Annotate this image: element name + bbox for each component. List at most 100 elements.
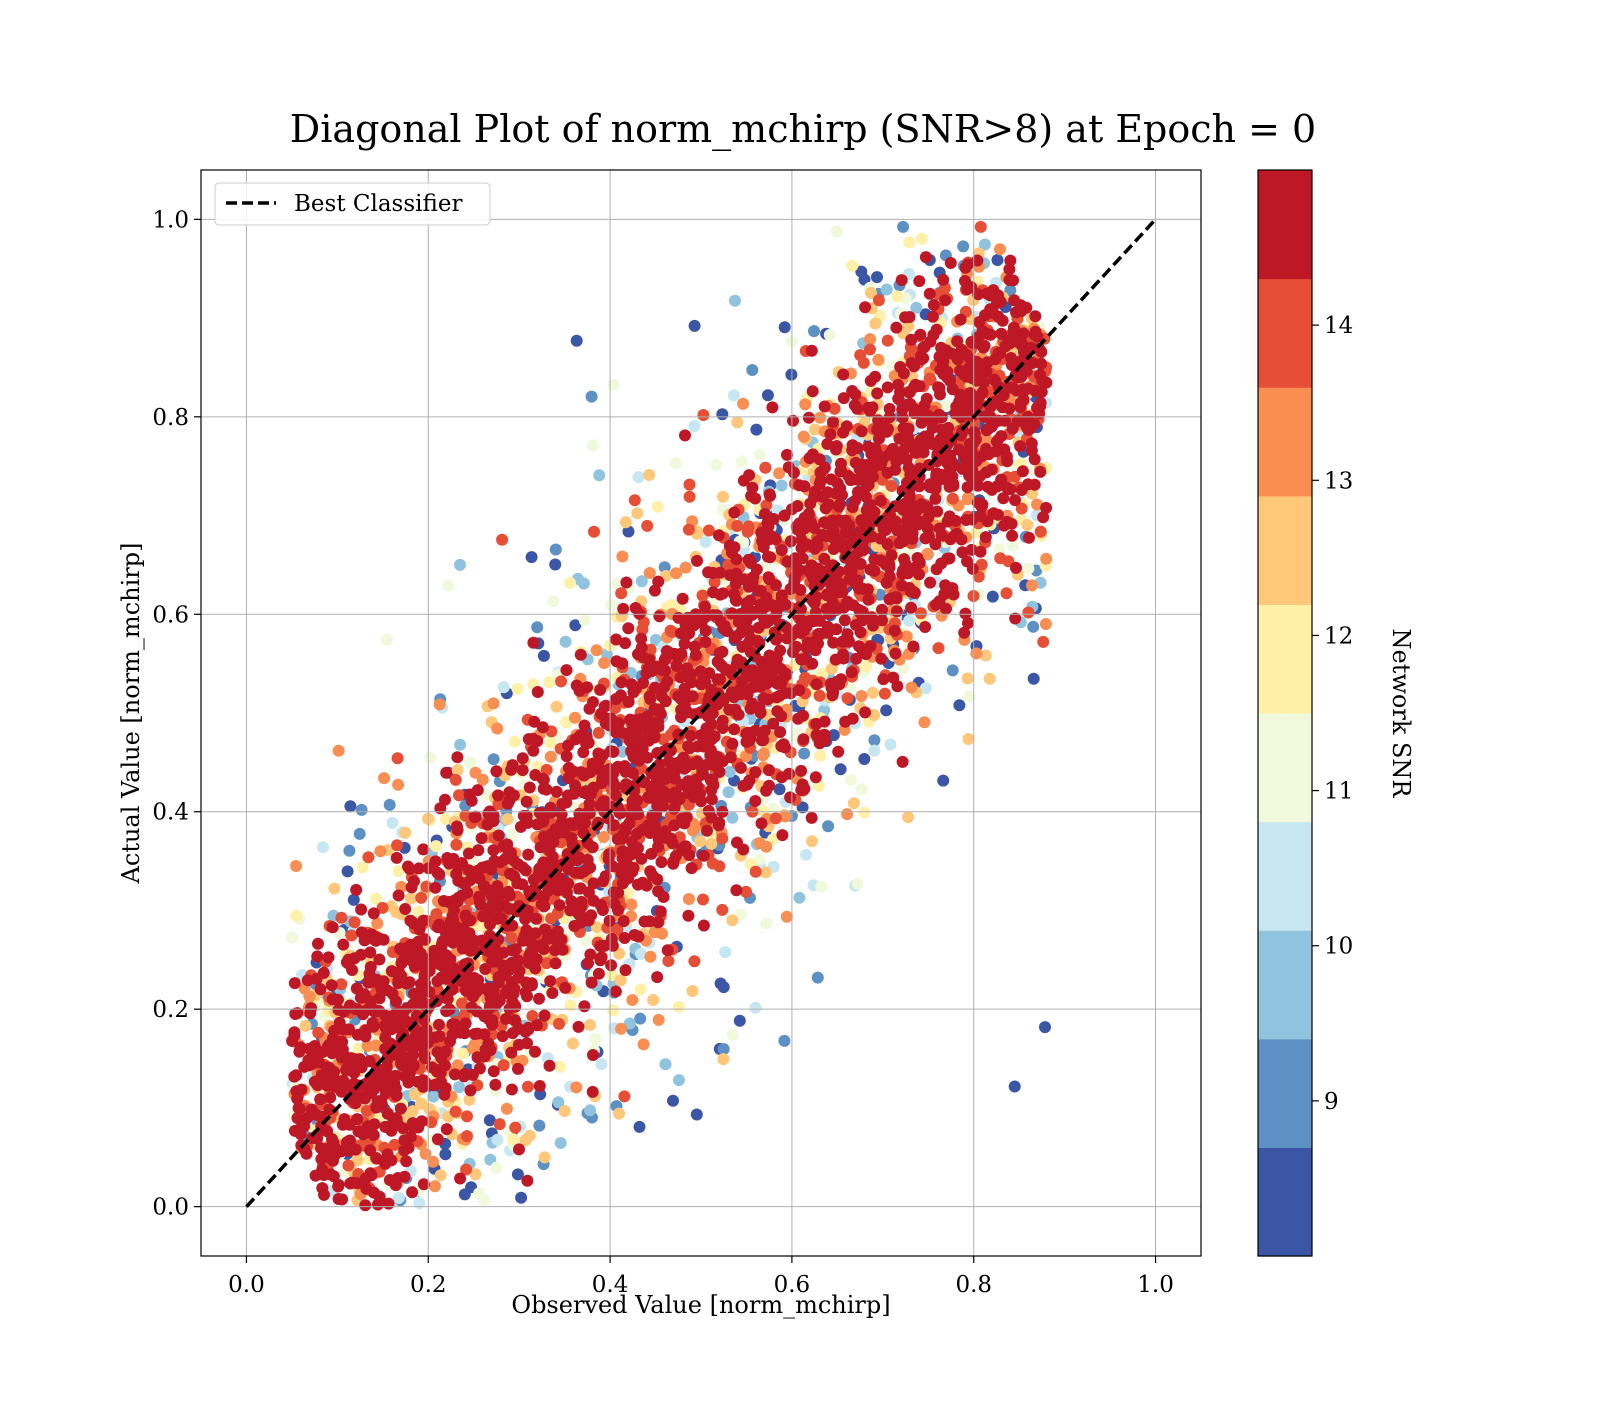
scatter-point [359,1199,372,1212]
scatter-point [914,328,927,341]
scatter-point [691,554,703,567]
scatter-point [505,931,518,944]
scatter-point [458,1027,471,1040]
scatter-point [970,647,983,660]
scatter-point [812,628,825,640]
scatter-point [506,829,519,841]
scatter-point [757,541,770,554]
scatter-point [414,991,427,1004]
scatter-point [771,677,784,690]
scatter-point [827,543,840,555]
colorbar-band [1258,930,1312,1040]
scatter-point [610,633,623,646]
scatter-point [617,602,630,615]
scatter-point [463,927,476,940]
scatter-point [767,717,780,730]
scatter-point [348,916,361,929]
scatter-point [926,310,939,323]
scatter-point [308,1055,321,1068]
scatter-point [468,1038,481,1051]
scatter-point [341,865,354,878]
scatter-point [1017,327,1030,340]
scatter-point [1014,396,1027,409]
scatter-point [424,751,437,764]
scatter-point [880,704,893,717]
scatter-point [288,977,301,990]
y-tick-label: 0.8 [152,405,189,431]
scatter-point [612,904,624,917]
scatter-point [413,862,425,875]
scatter-point [614,974,627,987]
scatter-point [385,900,398,913]
scatter-point [844,773,857,786]
scatter-point [286,1035,299,1047]
scatter-point [832,745,845,758]
scatter-point [918,716,931,729]
scatter-point [731,416,744,429]
scatter-point [549,543,562,556]
scatter-point [1040,552,1053,565]
x-tick-label: 0.8 [955,1272,992,1298]
scatter-point [606,860,619,873]
scatter-point [491,880,504,893]
scatter-point [512,1062,524,1075]
scatter-point [946,470,959,483]
scatter-point [528,715,541,728]
scatter-point [853,582,865,595]
scatter-point [624,734,636,747]
scatter-point [896,568,909,580]
scatter-point [769,533,782,546]
scatter-point [562,877,575,890]
scatter-point [883,402,896,415]
scatter-point [603,848,616,861]
scatter-point [754,680,767,693]
scatter-point [971,392,984,405]
scatter-point [501,813,514,826]
scatter-point [815,880,828,893]
scatter-point [286,931,298,944]
scatter-point [872,294,885,307]
scatter-point [648,820,661,833]
scatter-point [507,854,520,867]
scatter-point [415,891,428,904]
scatter-point [632,471,645,484]
scatter-point [993,543,1006,556]
scatter-point [570,334,583,347]
scatter-point [619,637,632,650]
scatter-point [650,767,662,780]
scatter-point [556,824,569,837]
scatter-layer [286,220,1053,1212]
scatter-point [450,838,463,851]
scatter-point [745,489,758,502]
scatter-point [487,1065,500,1078]
scatter-point [768,651,781,664]
scatter-point [609,985,622,998]
scatter-point [400,1155,413,1168]
scatter-point [784,535,797,548]
x-axis-label: Observed Value [norm_mchirp] [511,1291,890,1319]
scatter-point [872,450,885,463]
scatter-point [550,700,563,713]
scatter-point [705,683,718,696]
scatter-point [855,425,868,438]
scatter-point [559,635,572,648]
scatter-point [903,614,916,627]
scatter-point [675,647,688,660]
scatter-point [652,885,665,898]
scatter-point [1023,531,1035,544]
scatter-point [370,892,383,905]
scatter-point [314,1093,327,1106]
scatter-point [1034,465,1047,478]
scatter-point [513,1143,525,1156]
scatter-point [864,563,877,576]
scatter-point [785,368,798,381]
scatter-point [523,1129,536,1142]
scatter-point [881,510,894,523]
scatter-point [344,1177,357,1190]
scatter-point [415,1115,428,1128]
scatter-point [899,522,912,535]
scatter-point [543,676,556,689]
scatter-point [994,243,1006,256]
scatter-point [859,706,872,719]
scatter-point [932,381,945,394]
